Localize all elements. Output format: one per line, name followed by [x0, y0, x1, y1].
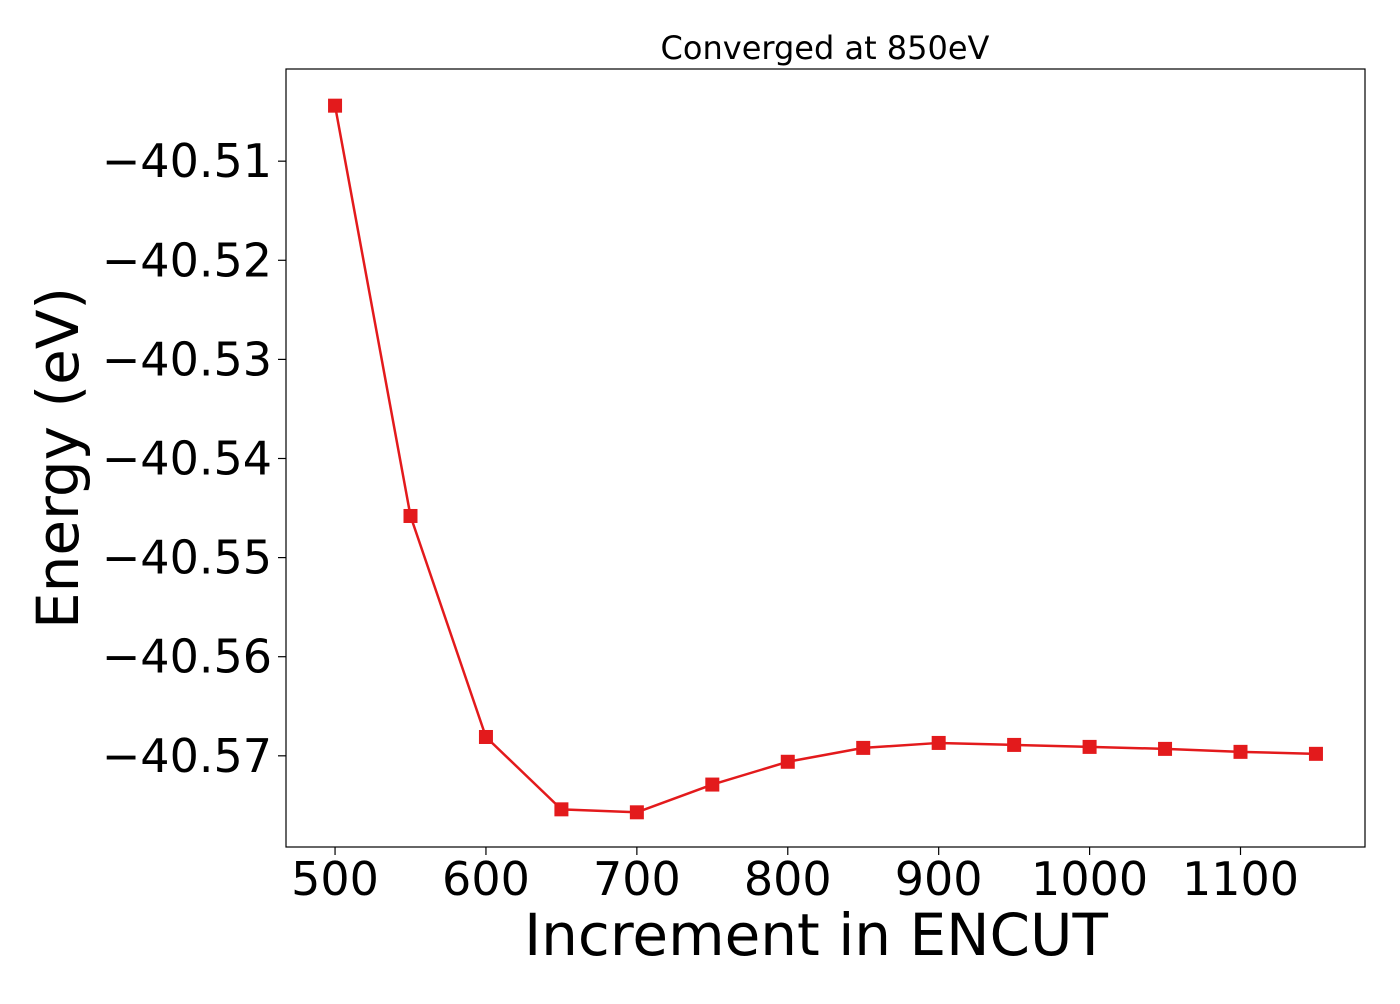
data-point-850	[856, 740, 871, 755]
x-tick-label: 800	[744, 852, 832, 906]
y-axis: −40.51 −40.52 −40.53 −40.54 −40.55 −40.56 −40.…	[102, 134, 286, 783]
x-axis: 500 600 700 800 900 1000 1100	[291, 847, 1299, 906]
data-point-900	[931, 735, 946, 750]
x-tick-label: 700	[593, 852, 681, 906]
data-point-800	[780, 754, 795, 769]
data-point-1050	[1158, 741, 1173, 756]
y-axis-title: Energy (eV)	[24, 287, 92, 629]
data-point-550	[403, 508, 418, 523]
data-point-1150	[1308, 746, 1323, 761]
y-tick-label: −40.53	[102, 332, 272, 386]
x-tick-label: 600	[442, 852, 530, 906]
x-axis-title: Increment in ENCUT	[524, 901, 1108, 969]
chart-title: Converged at 850eV	[661, 29, 990, 67]
y-tick-label: −40.55	[102, 531, 272, 585]
data-point-750	[705, 777, 720, 792]
x-tick-label: 1100	[1182, 852, 1299, 906]
y-tick-label: −40.52	[102, 233, 272, 287]
series-line	[333, 105, 1316, 814]
x-tick-label: 1000	[1031, 852, 1148, 906]
data-point-1000	[1082, 739, 1097, 754]
y-tick-label: −40.54	[102, 431, 272, 485]
data-point-1100	[1233, 744, 1248, 759]
data-point-600	[478, 729, 493, 744]
y-tick-label: −40.56	[102, 630, 272, 684]
x-tick-label: 900	[895, 852, 983, 906]
data-point-700	[629, 805, 644, 820]
y-tick-label: −40.57	[102, 729, 272, 783]
data-point-650	[554, 802, 569, 817]
plot-frame	[285, 68, 1366, 848]
data-point-500	[328, 98, 343, 113]
x-tick-label: 500	[291, 852, 379, 906]
data-point-950	[1007, 737, 1022, 752]
y-tick-label: −40.51	[102, 134, 272, 188]
plot-content	[328, 98, 1323, 820]
